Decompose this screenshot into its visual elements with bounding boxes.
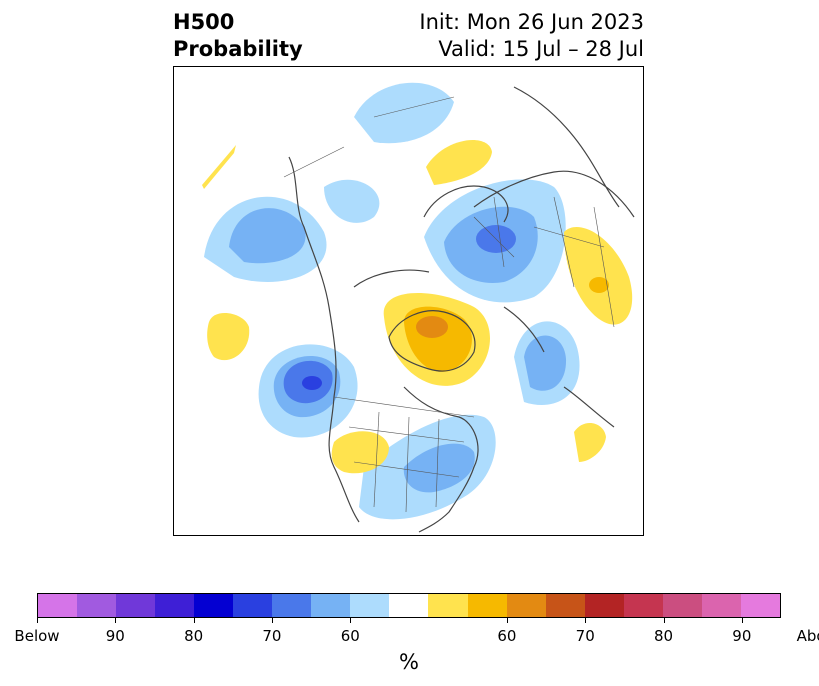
probability-map xyxy=(202,82,635,533)
above-area-central-asia-core xyxy=(589,277,609,293)
colorbar-segment xyxy=(233,594,273,617)
north-america-east-coast xyxy=(403,386,479,533)
colorbar-segment xyxy=(77,594,117,617)
europe-borders-2 xyxy=(493,196,505,268)
below-area-northeast-pacific-max xyxy=(302,376,322,390)
colorbar-tick xyxy=(506,618,508,623)
scandinavia-coast xyxy=(423,185,509,223)
below-area-atlantic-core xyxy=(524,335,567,391)
colorbar-segment xyxy=(701,594,741,617)
colorbar-segment xyxy=(350,594,390,617)
colorbar-tick xyxy=(585,618,587,623)
valid-dates: Valid: 15 Jul – 28 Jul xyxy=(438,37,644,61)
colorbar-tick xyxy=(115,618,117,623)
colorbar-tick xyxy=(663,618,665,623)
us-state-lines-1 xyxy=(348,426,465,443)
colorbar-tick-label: 90 xyxy=(105,627,125,645)
greenland-coast xyxy=(388,310,476,372)
colorbar-tick-label: 60 xyxy=(340,627,360,645)
colorbar-tick-label: 70 xyxy=(575,627,595,645)
us-canada-border xyxy=(333,396,475,418)
colorbar-tick xyxy=(350,618,352,623)
above-area-bering-strip xyxy=(202,145,236,189)
colorbar-tick-label: Below xyxy=(14,627,60,645)
map-panel xyxy=(173,66,644,536)
north-america-west-coast xyxy=(288,156,360,523)
below-area-bering xyxy=(354,82,454,144)
colorbar-tick-label: 80 xyxy=(653,627,674,645)
colorbar-segment xyxy=(311,594,351,617)
colorbar-unit: % xyxy=(399,650,419,674)
above-normal-areas xyxy=(202,140,633,474)
above-area-scandinavia xyxy=(426,140,492,185)
below-area-alaska-north xyxy=(324,179,380,223)
political-borders xyxy=(283,96,615,513)
above-area-hawaii xyxy=(207,312,250,361)
colorbar-segment xyxy=(116,594,156,617)
colorbar-segment xyxy=(506,594,546,617)
title-line-variable: H500 xyxy=(173,10,235,34)
below-area-gulf-of-alaska-core xyxy=(229,208,306,264)
us-state-lines-2 xyxy=(353,461,460,478)
us-state-lines-3 xyxy=(373,411,380,508)
colorbar-segment xyxy=(623,594,663,617)
eurasia-coast xyxy=(473,170,635,218)
colorbar xyxy=(37,593,781,618)
siberia-arctic-coast xyxy=(353,269,430,288)
above-area-western-us xyxy=(331,431,389,474)
europe-coast xyxy=(503,306,545,353)
colorbar-segment xyxy=(272,594,312,617)
coastlines xyxy=(288,86,635,533)
colorbar-segment xyxy=(194,594,234,617)
colorbar-segment xyxy=(389,594,429,617)
colorbar-tick-label: Above xyxy=(796,627,819,645)
north-africa-coast xyxy=(563,386,615,428)
colorbar-tick-label: 90 xyxy=(732,627,752,645)
colorbar-segment xyxy=(428,594,468,617)
map-subtitle: Init: Mon 26 Jun 2023 Valid: 15 Jul – 28… xyxy=(419,9,644,63)
title-line-type: Probability xyxy=(173,37,303,61)
asia-borders-2 xyxy=(553,196,575,288)
asia-east-coast xyxy=(513,86,620,208)
colorbar-tick xyxy=(271,618,273,623)
colorbar-tick-label: 80 xyxy=(184,627,204,645)
us-state-lines-4 xyxy=(405,416,410,513)
colorbar-segment xyxy=(545,594,585,617)
asia-borders-1 xyxy=(533,226,605,248)
colorbar-tick xyxy=(193,618,195,623)
colorbar-segment xyxy=(38,594,78,617)
colorbar-segment xyxy=(740,594,780,617)
alaska-borders xyxy=(283,146,345,178)
asia-borders-3 xyxy=(593,206,615,328)
above-area-central-asia xyxy=(564,227,633,325)
above-area-greenland-core xyxy=(416,316,448,338)
colorbar-tick xyxy=(741,618,743,623)
colorbar-segment xyxy=(467,594,507,617)
russia-borders xyxy=(373,96,455,118)
europe-borders-1 xyxy=(473,216,515,258)
colorbar-segment xyxy=(662,594,702,617)
colorbar-segment xyxy=(584,594,624,617)
above-area-north-africa xyxy=(574,422,606,462)
colorbar-tick xyxy=(37,618,38,623)
map-title: H500 Probability xyxy=(173,9,303,63)
init-date: Init: Mon 26 Jun 2023 xyxy=(419,10,644,34)
colorbar-tick-label: 70 xyxy=(262,627,282,645)
us-state-lines-5 xyxy=(435,418,440,508)
below-area-eastern-us-core xyxy=(403,443,475,493)
colorbar-tick-label: 60 xyxy=(497,627,517,645)
colorbar-segment xyxy=(155,594,195,617)
